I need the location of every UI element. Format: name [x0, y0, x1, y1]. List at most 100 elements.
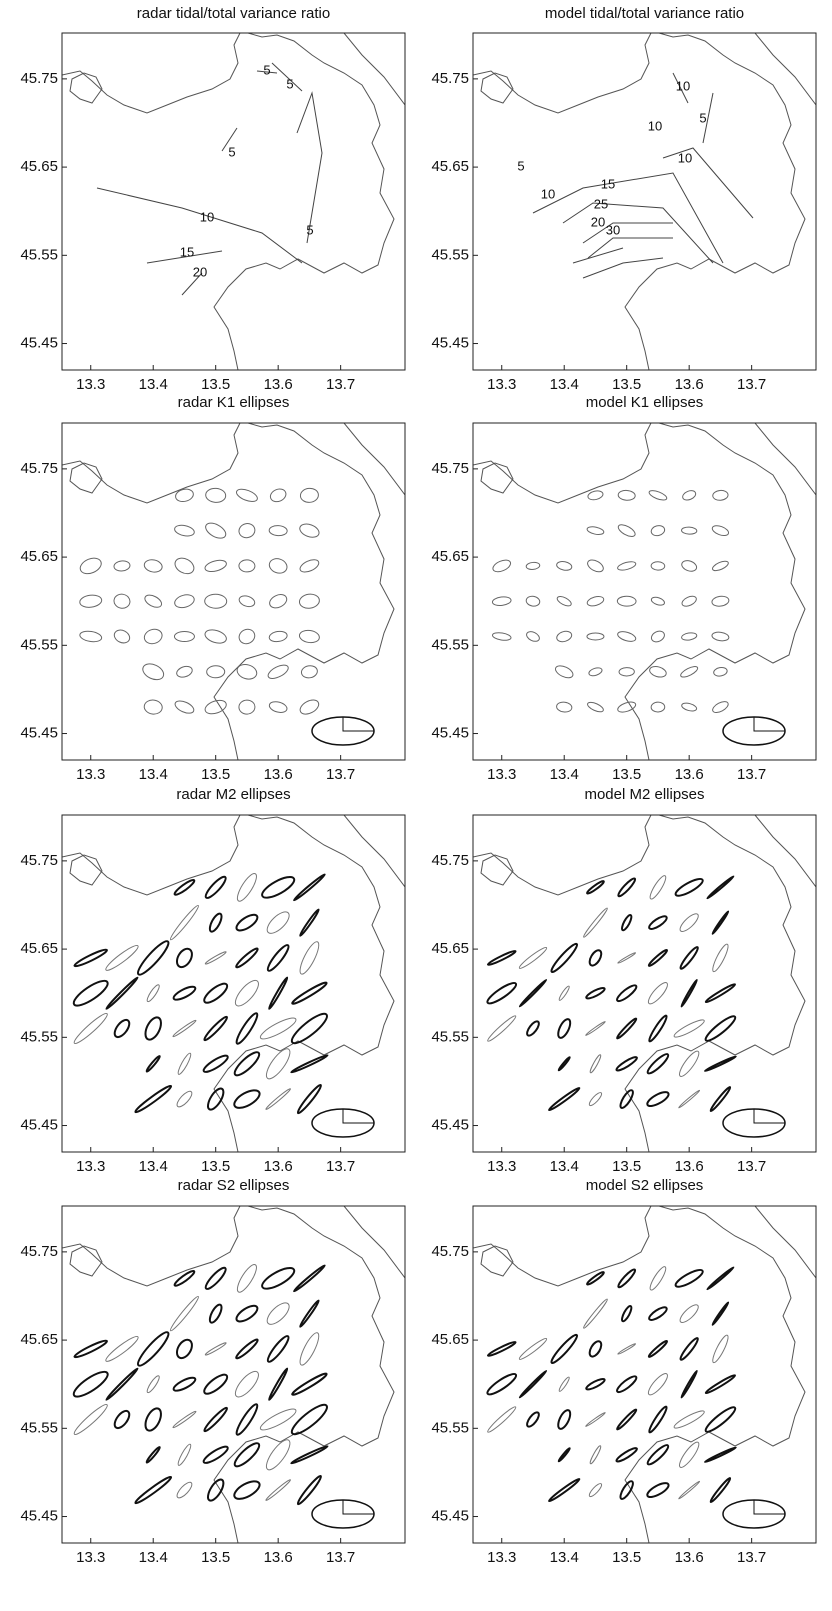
tidal-ellipse [648, 949, 668, 967]
tidal-ellipse [648, 874, 668, 901]
tidal-ellipse [205, 1477, 226, 1503]
tidal-ellipse [207, 666, 225, 678]
coastline [473, 815, 816, 1152]
tidal-ellipse [174, 631, 194, 641]
tidal-ellipse [589, 1445, 602, 1465]
tidal-ellipse [647, 1305, 668, 1322]
tidal-ellipse [104, 1334, 141, 1364]
tidal-ellipse [585, 986, 606, 1000]
tidal-ellipse [650, 596, 665, 607]
tidal-ellipse [203, 1406, 229, 1433]
tidal-ellipse [707, 876, 734, 899]
tidal-ellipse [556, 595, 573, 608]
tidal-ellipse [79, 594, 102, 609]
contour-label: 25 [594, 196, 608, 211]
tidal-ellipse [526, 562, 540, 570]
tidal-ellipse [202, 1053, 230, 1074]
map [62, 33, 405, 370]
x-tick-label: 13.7 [326, 376, 355, 393]
tidal-ellipse [232, 1049, 262, 1078]
contour-label: 20 [193, 264, 207, 279]
tidal-ellipse [145, 983, 161, 1003]
tidal-ellipse [268, 1368, 289, 1401]
tidal-ellipse [679, 664, 699, 679]
tidal-ellipse [175, 1480, 194, 1500]
tidal-ellipse [235, 947, 260, 969]
tidal-ellipse [620, 914, 633, 932]
tidal-ellipse [647, 914, 668, 931]
tidal-ellipse [679, 1337, 700, 1362]
panel-title: model tidal/total variance ratio [545, 5, 744, 22]
tidal-ellipse [264, 1299, 293, 1328]
contour-label: 5 [263, 62, 270, 77]
tidal-ellipse [711, 631, 729, 642]
island [481, 1246, 513, 1276]
tidal-ellipse [712, 490, 728, 501]
y-tick-label: 45.65 [431, 548, 469, 565]
tidal-ellipse [73, 948, 108, 969]
axes-frame [62, 1206, 405, 1543]
x-tick-label: 13.7 [737, 1549, 766, 1566]
contour-label: 15 [601, 176, 615, 191]
y-tick-label: 45.55 [20, 1028, 58, 1045]
y-tick-label: 45.55 [431, 636, 469, 653]
y-tick-label: 45.55 [20, 1419, 58, 1436]
tidal-ellipse [617, 1268, 637, 1289]
y-tick-label: 45.55 [431, 246, 469, 263]
tidal-ellipse [711, 559, 729, 572]
tidal-ellipse [705, 1374, 736, 1395]
tidal-ellipse [703, 1013, 738, 1043]
x-tick-label: 13.4 [139, 376, 168, 393]
tidal-ellipse [232, 1087, 263, 1112]
panel-title: radar tidal/total variance ratio [137, 5, 330, 22]
tidal-ellipse [588, 1091, 604, 1107]
x-tick-label: 13.4 [139, 1549, 168, 1566]
tidal-ellipse [205, 1342, 227, 1357]
tidal-ellipse [616, 1408, 638, 1430]
tidal-ellipse [140, 661, 166, 683]
tidal-ellipse [71, 1368, 111, 1401]
tidal-ellipse [265, 1088, 291, 1111]
tidal-ellipse [234, 1011, 260, 1045]
y-tick-label: 45.65 [20, 158, 58, 175]
tidal-ellipse [239, 700, 255, 715]
tidal-ellipse [650, 629, 667, 644]
coastline [473, 423, 816, 760]
tidal-ellipse [143, 699, 163, 715]
tidal-ellipse [681, 489, 697, 502]
x-tick-label: 13.5 [612, 1158, 641, 1175]
coastline [62, 1206, 405, 1543]
contour-label: 10 [541, 186, 555, 201]
tidal-ellipse [487, 1341, 516, 1358]
tidal-ellipse [208, 912, 224, 933]
tidal-ellipse [588, 1482, 604, 1498]
tidal-ellipse [135, 1329, 172, 1369]
tidal-ellipse [588, 666, 603, 677]
x-tick-label: 13.7 [737, 1158, 766, 1175]
tidal-ellipse [293, 873, 326, 901]
y-tick-label: 45.75 [20, 1243, 58, 1260]
tidal-ellipse [617, 596, 636, 606]
x-tick-label: 13.6 [675, 1158, 704, 1175]
tidal-ellipse [518, 946, 548, 971]
tidal-ellipse [619, 667, 634, 676]
panel: radar K1 ellipses13.313.413.513.613.745.… [20, 394, 405, 783]
tidal-ellipse [299, 1300, 320, 1328]
island [481, 73, 513, 103]
tidal-ellipse [616, 522, 636, 538]
tidal-ellipse [105, 1368, 138, 1401]
tidal-ellipse [298, 522, 321, 540]
tidal-ellipse [142, 1406, 164, 1433]
tidal-ellipse [586, 1271, 605, 1286]
tidal-ellipse [239, 560, 255, 573]
coastline [473, 33, 816, 370]
tidal-ellipse [556, 560, 573, 571]
tidal-ellipse [202, 1444, 230, 1465]
island [70, 1246, 102, 1276]
map [62, 815, 405, 1152]
map [473, 1206, 816, 1543]
y-tick-label: 45.55 [431, 1028, 469, 1045]
tidal-ellipse [548, 1478, 580, 1503]
contour-line [563, 203, 713, 263]
